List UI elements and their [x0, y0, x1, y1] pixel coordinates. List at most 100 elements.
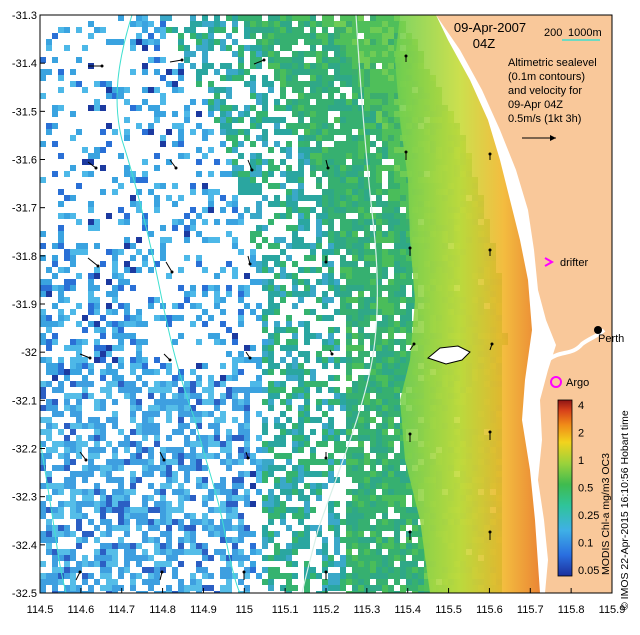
x-tick-label: 115.4 — [394, 604, 421, 616]
plot-area — [40, 15, 612, 593]
y-tick-label: -31.9 — [12, 299, 37, 311]
velocity-arrowhead — [168, 358, 172, 362]
y-tick-label: -32.3 — [12, 492, 37, 504]
colorbar: 4 2 1 0.5 0.25 0.1 0.05 — [557, 399, 599, 577]
argo-label: Argo — [566, 377, 589, 389]
isobath-1000m — [116, 15, 241, 593]
x-tick-label: 115.7 — [517, 604, 544, 616]
x-tick-label: 114.5 — [27, 604, 54, 616]
velocity-arrow — [79, 451, 87, 461]
x-tick-label: 115.6 — [476, 604, 503, 616]
velocity-arrow — [169, 159, 177, 169]
sealevel-description: Altimetric sealevel (0.1m contours) and … — [508, 57, 597, 125]
nearshore-chlorophyll-band — [395, 15, 540, 593]
velocity-arrowhead — [324, 260, 328, 264]
credit-text: © IMOS 22-Apr-2015 16:10:56 Hobart time — [619, 410, 631, 610]
y-tick-label: -31.7 — [12, 203, 37, 215]
argo-marker — [550, 376, 562, 388]
colorbar-tick-label: 2 — [578, 428, 584, 440]
velocity-arrowhead — [84, 458, 88, 462]
x-tick-label: 114.6 — [67, 604, 94, 616]
drifter-label: drifter — [560, 257, 588, 269]
colorbar-ticks: 4 2 1 0.5 0.25 0.1 0.05 — [578, 400, 599, 577]
velocity-arrowhead — [246, 456, 250, 460]
y-tick-label: -32 — [21, 347, 37, 359]
velocity-arrowhead — [408, 246, 412, 250]
y-tick-label: -32.5 — [12, 588, 37, 600]
velocity-arrowhead — [160, 570, 164, 574]
velocity-arrowhead — [174, 166, 178, 170]
drifter-marker — [544, 257, 555, 267]
velocity-arrowhead — [408, 530, 412, 534]
velocity-arrowhead — [250, 168, 254, 172]
date-title: 09-Apr-2007 — [454, 20, 526, 35]
velocity-arrowhead — [488, 430, 492, 434]
velocity-arrowhead — [488, 152, 492, 156]
depth-legend-200: 200 — [544, 27, 562, 39]
velocity-arrowhead — [94, 166, 98, 170]
velocity-arrow — [87, 257, 99, 267]
velocity-arrow — [79, 353, 91, 359]
x-tick-label: 115.9 — [599, 604, 626, 616]
velocity-arrow — [253, 59, 265, 65]
velocity-arrow — [247, 159, 253, 171]
perth-marker — [594, 326, 602, 334]
x-tick-label: 114.8 — [149, 604, 176, 616]
y-tick-label: -31.6 — [12, 155, 37, 167]
description-line: and velocity for — [508, 85, 582, 97]
velocity-arrowhead — [248, 356, 252, 360]
depth-legend-1000: 1000m — [568, 27, 602, 39]
velocity-arrowhead — [412, 342, 416, 346]
x-tick-label: 115.1 — [272, 604, 299, 616]
time-title: 04Z — [473, 36, 495, 51]
velocity-scale-arrow-icon — [522, 135, 556, 141]
velocity-arrowhead — [324, 456, 328, 460]
velocity-arrowhead — [404, 150, 408, 154]
y-axis: -31.3 -31.4 -31.5 -31.6 -31.7 -31.8 -31.9 -32 -3… — [12, 10, 45, 600]
x-tick-label: 115 — [236, 604, 254, 616]
velocity-arrowhead — [96, 264, 100, 268]
description-line: 0.5m/s (1kt 3h) — [508, 113, 581, 125]
isobath-200m — [301, 15, 378, 593]
colorbar-tick-label: 0.1 — [578, 538, 593, 550]
y-tick-label: -32.2 — [12, 444, 37, 456]
x-tick-label: 115.3 — [353, 604, 380, 616]
y-tick-label: -31.8 — [12, 251, 37, 263]
velocity-arrowhead — [162, 458, 166, 462]
perth-label: Perth — [598, 333, 624, 345]
velocity-arrow — [165, 261, 173, 273]
velocity-arrowhead — [242, 570, 246, 574]
colorbar-label: MODIS Chl-a mg/m3 OC3 — [600, 453, 612, 575]
velocity-arrow — [169, 59, 183, 63]
x-tick-label: 115.8 — [558, 604, 585, 616]
y-tick-label: -31.5 — [12, 106, 37, 118]
velocity-arrowhead — [490, 342, 494, 346]
velocity-arrowhead — [262, 58, 266, 62]
x-tick-label: 114.9 — [190, 604, 217, 616]
rottnest-island — [426, 345, 471, 365]
x-tick-label: 115.5 — [435, 604, 462, 616]
velocity-arrowhead — [404, 54, 408, 58]
isobath-1000m-west — [40, 439, 67, 593]
velocity-arrowhead — [170, 270, 174, 274]
velocity-arrowhead — [180, 58, 184, 62]
y-tick-label: -31.4 — [12, 58, 37, 70]
y-tick-label: -32.1 — [12, 395, 37, 407]
colorbar-tick-label: 4 — [578, 400, 584, 412]
x-tick-label: 115.2 — [313, 604, 340, 616]
colorbar-tick-label: 1 — [578, 455, 584, 467]
velocity-arrowhead — [324, 570, 328, 574]
velocity-arrowhead — [88, 356, 92, 360]
colorbar-tick-label: 0.25 — [578, 510, 599, 522]
velocity-arrowhead — [330, 352, 334, 356]
x-axis: 114.5 114.6 114.7 114.8 114.9 115 115.1 115.2 11… — [27, 588, 626, 616]
x-tick-label: 114.7 — [108, 604, 135, 616]
velocity-arrowhead — [78, 570, 82, 574]
velocity-arrowhead — [326, 166, 330, 170]
description-line: (0.1m contours) — [508, 71, 585, 83]
velocity-arrowhead — [488, 530, 492, 534]
colorbar-tick-label: 0.05 — [578, 565, 599, 577]
colorbar-gradient — [557, 399, 573, 577]
description-line: Altimetric sealevel — [508, 57, 597, 69]
